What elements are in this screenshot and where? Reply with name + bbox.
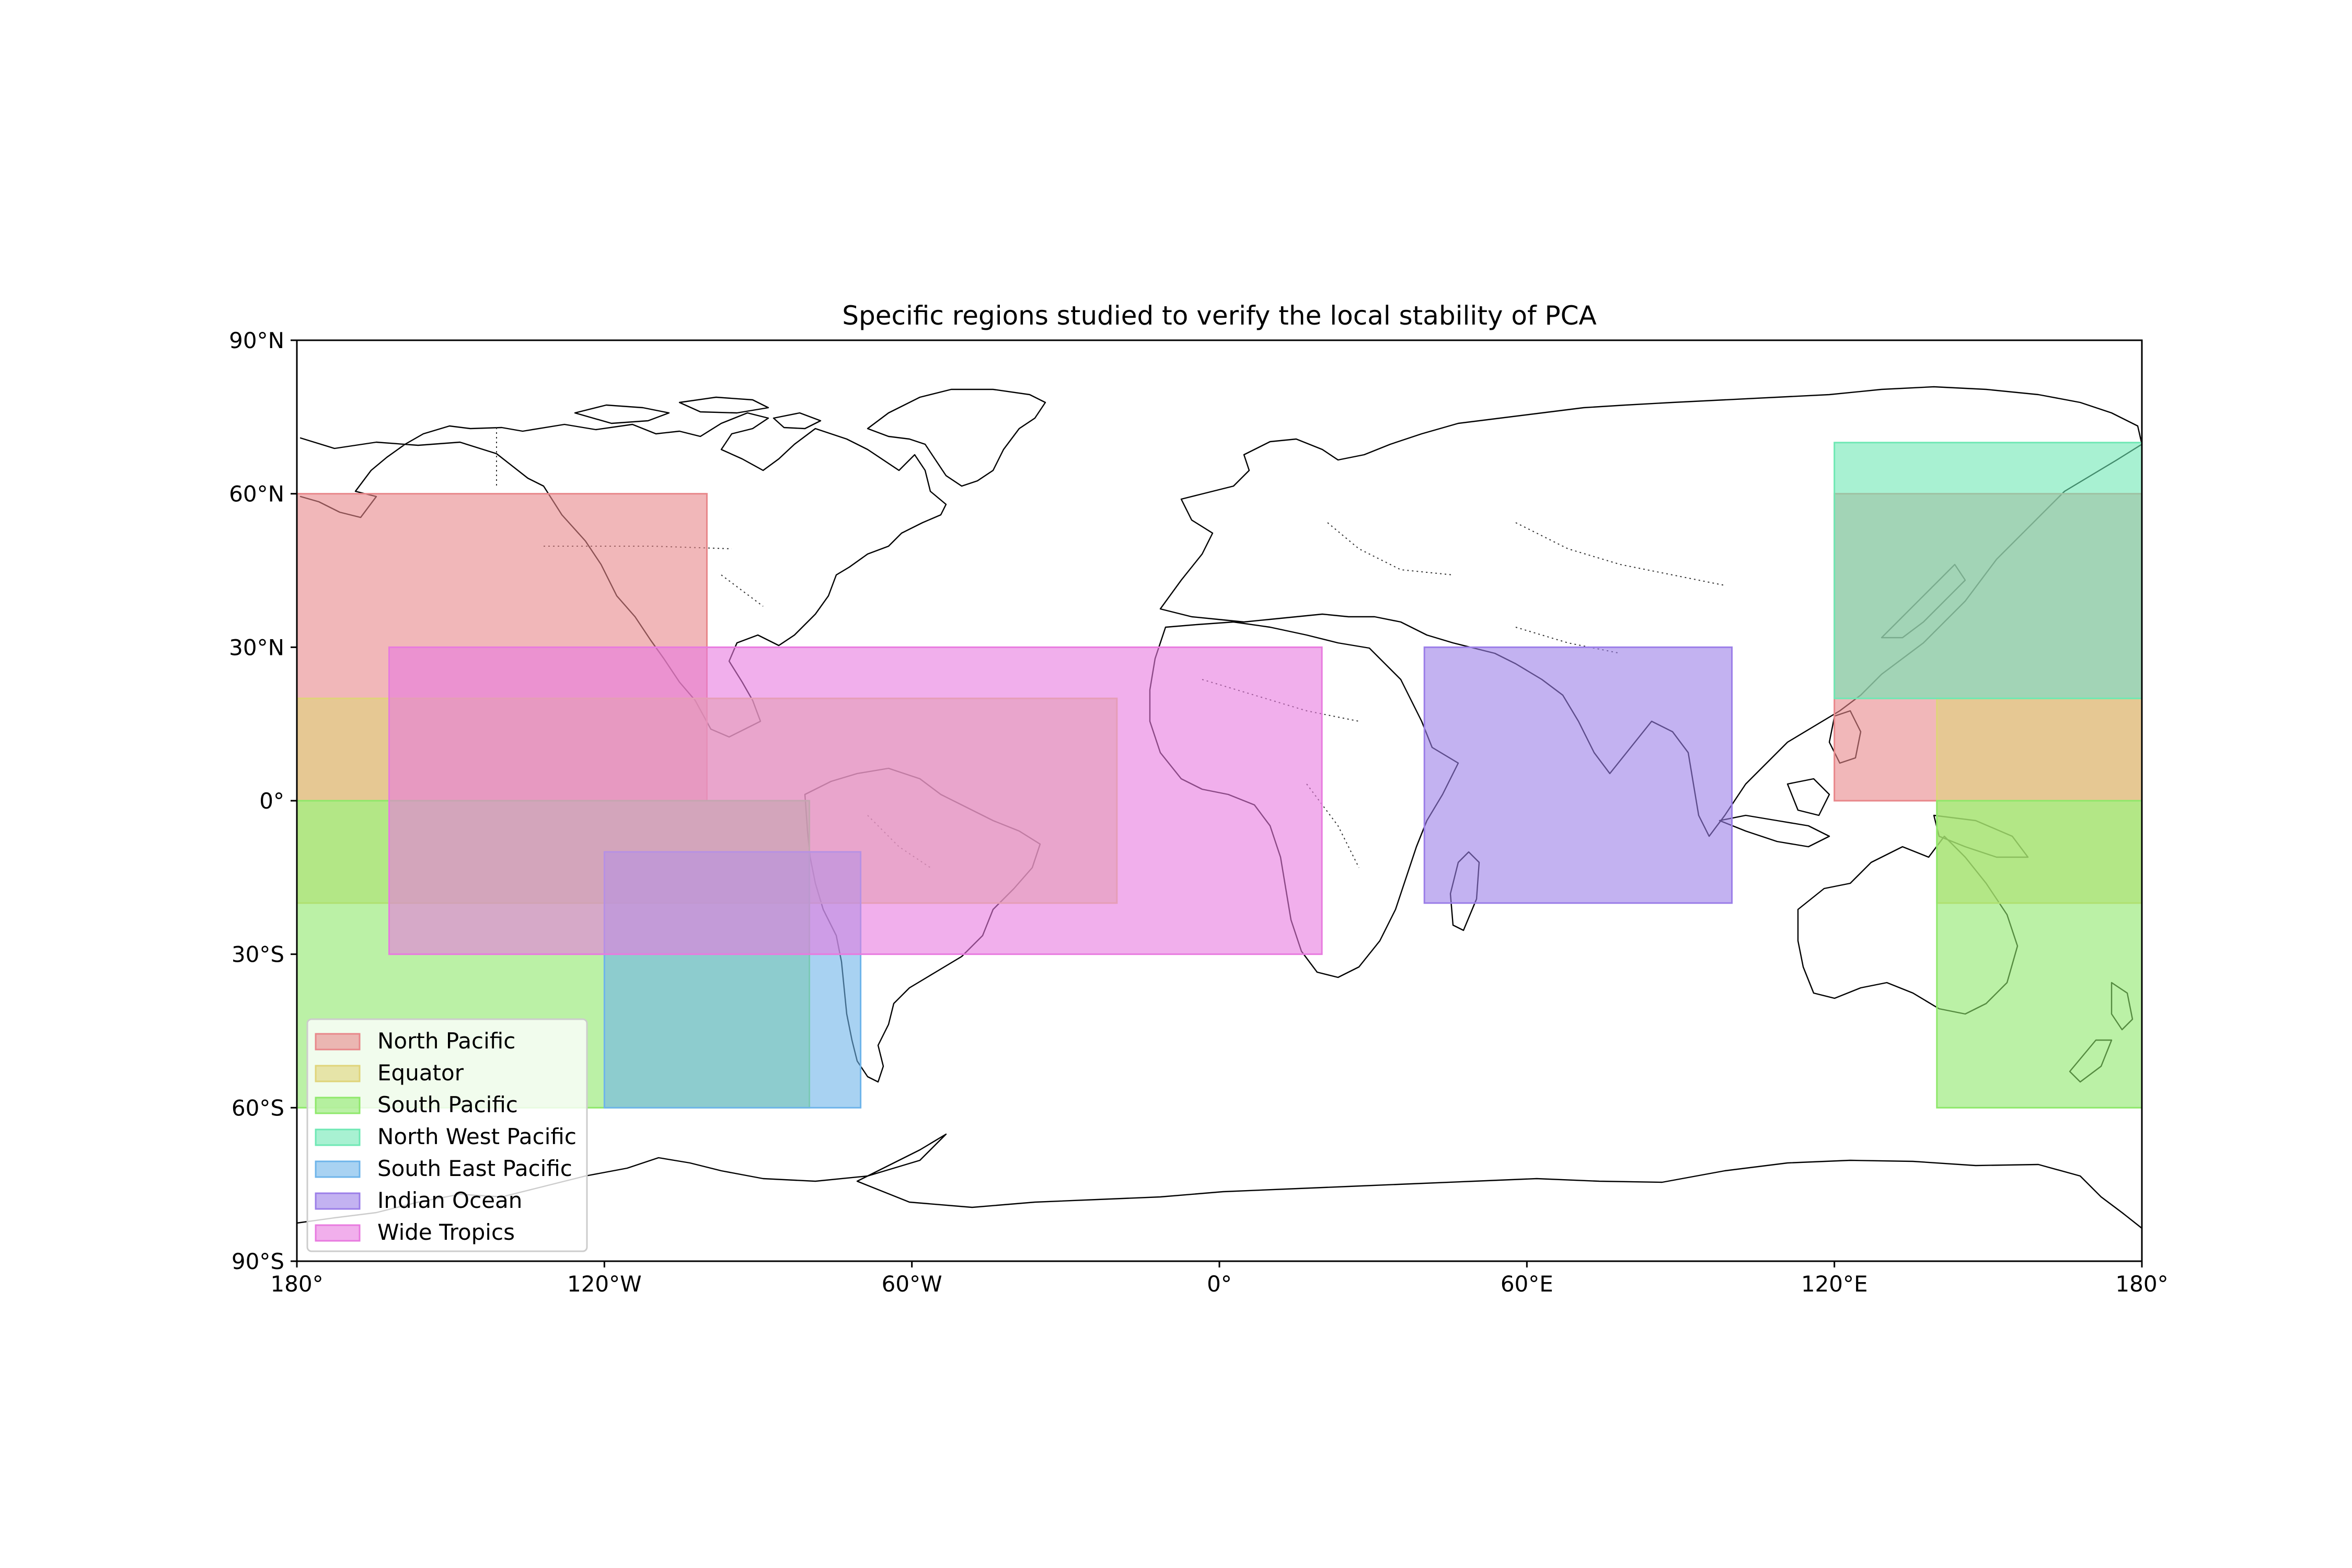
legend-label: South Pacific (377, 1092, 518, 1117)
y-tick-label: 90°S (232, 1249, 284, 1274)
legend-swatch (315, 1224, 361, 1242)
legend-swatch (315, 1160, 361, 1178)
coastline-arctic-islands (574, 396, 822, 430)
y-tick-label: 30°N (229, 635, 284, 660)
y-tick-label: 30°S (232, 942, 284, 967)
legend-swatch (315, 1128, 361, 1146)
y-tick-label: 90°N (229, 328, 284, 353)
legend-label: North Pacific (377, 1028, 515, 1054)
legend-swatch (315, 1033, 361, 1051)
legend-label: Indian Ocean (377, 1187, 522, 1213)
x-axis-ticks: 180° 120°W 60°W 0° 60°E 120°E 180° (270, 1261, 2169, 1297)
region-wide-tropics-box-1 (388, 646, 1323, 955)
region-south-pacific-box-2 (1936, 800, 2143, 1109)
x-tick-label: 60°W (882, 1271, 942, 1297)
legend-label: Wide Tropics (377, 1219, 515, 1245)
y-tick-label: 0° (259, 788, 284, 814)
region-indian-ocean-box-1 (1423, 646, 1733, 904)
y-axis-ticks: 90°N 60°N 30°N 0° 30°S 60°S 90°S (229, 328, 297, 1274)
y-tick-label: 60°S (232, 1095, 284, 1121)
map-area: 180° 120°W 60°W 0° 60°E 120°E 180° 90°N 60°N 30°… (229, 328, 2168, 1297)
legend-swatch (315, 1192, 361, 1210)
legend-box (306, 1018, 588, 1252)
legend-label: South East Pacific (377, 1156, 572, 1181)
x-tick-label: 180° (2115, 1271, 2168, 1297)
coastline-greenland (867, 388, 1046, 487)
legend-swatch (315, 1097, 361, 1114)
x-tick-label: 0° (1207, 1271, 1232, 1297)
map-title: Specific regions studied to verify the l… (842, 301, 1597, 331)
y-tick-label: 60°N (229, 481, 284, 507)
x-tick-label: 180° (270, 1271, 323, 1297)
legend-label: North West Pacific (377, 1124, 577, 1149)
x-tick-label: 60°E (1501, 1271, 1553, 1297)
region-north-west-pacific-box-1 (1834, 442, 2143, 699)
region-boxes (296, 442, 2143, 1109)
x-tick-label: 120°E (1801, 1271, 1868, 1297)
legend: North Pacific Equator South Pacific North W… (306, 1018, 588, 1252)
legend-swatch (315, 1065, 361, 1082)
x-tick-label: 120°W (567, 1271, 642, 1297)
legend-label: Equator (377, 1060, 464, 1086)
legend-entries: North Pacific Equator South Pacific North W… (315, 1028, 577, 1245)
